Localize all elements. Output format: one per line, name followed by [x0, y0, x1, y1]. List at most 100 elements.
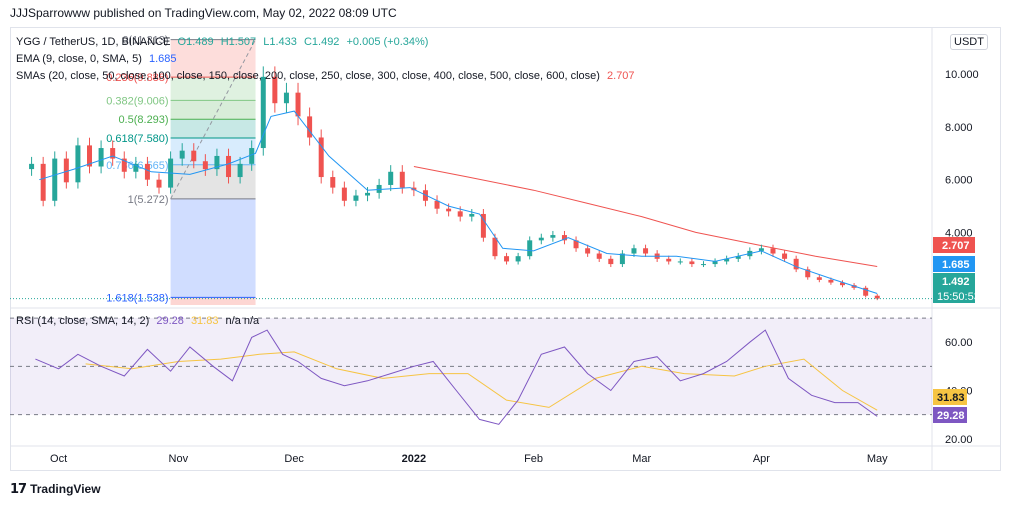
candle-body — [619, 253, 625, 265]
countdown-box — [933, 289, 975, 303]
rsi-sma-label-text: 31.83 — [937, 392, 965, 404]
candle-body — [631, 248, 637, 254]
candle-body — [666, 258, 672, 262]
candle-body — [388, 171, 394, 185]
rsi-label-box — [933, 407, 967, 423]
countdown-text: 15:50:53 — [937, 291, 980, 303]
time-tick-label: May — [867, 453, 888, 465]
candle-body — [561, 235, 567, 241]
candle-body — [29, 163, 35, 170]
price-label-box — [933, 256, 975, 272]
candle-body — [608, 258, 614, 265]
time-tick-label: Oct — [50, 453, 67, 465]
candle-body — [515, 256, 521, 262]
candle-body — [457, 211, 463, 217]
candle-body — [712, 261, 718, 265]
time-tick-label: 2022 — [402, 453, 426, 465]
price-label-text: 1.492 — [942, 276, 970, 288]
fib-level-label: 0(11.313) — [122, 35, 168, 47]
time-tick-label: Apr — [753, 453, 770, 465]
candle-body — [816, 277, 822, 280]
fib-zone — [170, 119, 256, 139]
fib-trend-line — [170, 39, 256, 200]
candle-body — [480, 213, 486, 238]
candle-body — [63, 158, 69, 183]
rsi-label-text: 29.28 — [937, 410, 965, 422]
legend-change: +0.005 (+0.34%) — [346, 36, 429, 48]
candle-body — [504, 256, 510, 262]
candle-body — [156, 179, 162, 188]
time-tick-label: Feb — [524, 453, 543, 465]
candle-body — [214, 155, 220, 170]
candle-body — [295, 92, 301, 117]
candle-body — [782, 253, 788, 259]
candle-body — [202, 161, 208, 170]
rsi-sma-line — [85, 351, 878, 411]
candle-body — [121, 158, 127, 172]
candle-body — [863, 287, 869, 296]
candle-body — [307, 116, 313, 138]
candle-body — [735, 256, 741, 259]
legend-symbol: YGG / TetherUS, 1D, BINANCE — [16, 36, 171, 48]
candle-body — [353, 195, 359, 201]
candle-body — [573, 240, 579, 249]
candle-body — [318, 137, 324, 178]
legend-ema-label: EMA (9, close, 0, SMA, 5) — [16, 53, 142, 65]
candle-body — [492, 237, 498, 257]
rsi-line — [35, 329, 878, 425]
candle-body — [446, 208, 452, 212]
legend-rsi: RSI (14, close, SMA, 14, 2) 29.28 31.83 … — [16, 315, 263, 327]
candle-body — [260, 76, 266, 149]
legend-close: C1.492 — [303, 36, 340, 48]
tradingview-logo-icon: 𝟭𝟳 — [10, 481, 27, 496]
fib-level-label: 0.618(7.580) — [106, 133, 168, 145]
tradingview-logo: 𝟭𝟳 TradingView — [10, 481, 101, 497]
candle-body — [770, 248, 776, 254]
candle-body — [538, 237, 544, 241]
price-label-box — [933, 273, 975, 289]
fib-zone — [170, 77, 256, 101]
candle-body — [828, 279, 834, 283]
currency-button[interactable]: USDT — [950, 34, 988, 50]
legend-sma-value: 2.707 — [607, 70, 635, 82]
candle-body — [805, 269, 811, 278]
legend-low: L1.433 — [263, 36, 297, 48]
legend-ema: EMA (9, close, 0, SMA, 5) 1.685 — [16, 53, 181, 65]
candle-body — [249, 148, 255, 164]
legend-rsi-value: 29.28 — [156, 315, 184, 327]
rsi-tick-label: 60.00 — [945, 337, 973, 349]
candle-body — [434, 200, 440, 209]
branding-text: TradingView — [30, 482, 101, 496]
candle-body — [87, 145, 93, 167]
candle-body — [98, 148, 104, 167]
candle-body — [793, 258, 799, 270]
candle-body — [133, 163, 139, 172]
candle-body — [144, 163, 150, 180]
fib-level-label: 1(5.272) — [128, 194, 169, 206]
candle-body — [596, 253, 602, 259]
time-tick-label: Mar — [632, 453, 651, 465]
publisher-line: JJJSparrowww published on TradingView.co… — [10, 6, 397, 20]
price-tick-label: 4.000 — [945, 227, 973, 239]
rsi-tick-label: 20.00 — [945, 434, 973, 446]
candle-body — [330, 177, 336, 188]
candle-body — [226, 155, 232, 178]
chart-frame — [10, 27, 1001, 471]
rsi-sma-label-box — [933, 389, 967, 405]
candle-body — [527, 240, 533, 257]
price-label-box — [933, 237, 975, 253]
candle-body — [40, 163, 46, 201]
ema-line — [39, 110, 878, 294]
price-label-text: 2.707 — [942, 240, 970, 252]
candle-body — [179, 150, 185, 159]
candle-body — [700, 264, 706, 266]
candle-body — [469, 213, 475, 217]
fib-level-label: 0.236(9.888) — [106, 72, 168, 84]
price-label-text: 1.685 — [942, 259, 970, 271]
fib-zone — [170, 138, 256, 165]
fib-zone — [170, 39, 256, 78]
candle-body — [689, 261, 695, 265]
candle-body — [677, 261, 683, 263]
candle-body — [724, 258, 730, 262]
